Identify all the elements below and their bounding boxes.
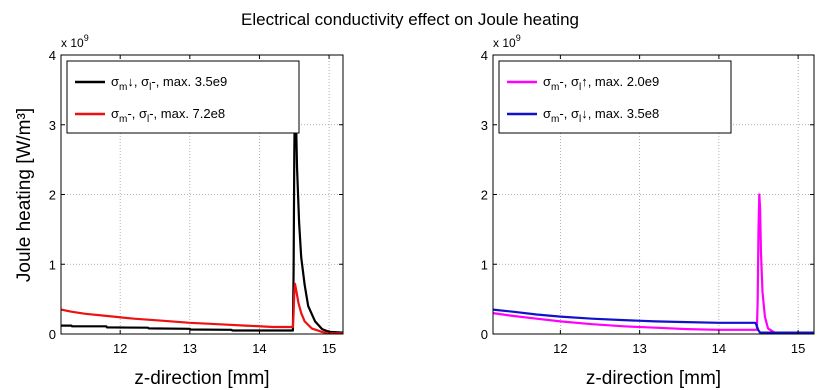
x-tick-label: 13 (183, 341, 197, 356)
multiplier-exponent: 9 (84, 33, 89, 43)
legend-sigma: σ (571, 74, 579, 89)
legend-subscript: l (147, 114, 149, 125)
y-multiplier: x 109 (493, 33, 521, 50)
legend-subscript: l (149, 82, 151, 93)
legend-sigma: σ (111, 74, 119, 89)
x-axis-label: z-direction [mm] (586, 368, 721, 389)
legend-subscript: m (119, 114, 127, 125)
series-line-1 (61, 88, 344, 334)
y-tick-label: 0 (49, 327, 56, 342)
legend-subscript: m (119, 82, 127, 93)
x-tick-label: 15 (322, 341, 336, 356)
legend-subscript: l (579, 114, 581, 125)
y-tick-label: 3 (481, 118, 488, 133)
legend-text: ↑, max. 2.0e9 (581, 74, 659, 89)
x-tick-label: 12 (113, 341, 127, 356)
y-tick-label: 2 (49, 188, 56, 203)
legend-subscript: m (551, 114, 559, 125)
legend-subscript: m (551, 82, 559, 93)
series-line-2 (60, 282, 343, 335)
x-tick-label: 14 (252, 341, 266, 356)
y-tick-label: 2 (481, 188, 488, 203)
series-line-2 (492, 308, 814, 334)
y-tick-label: 4 (481, 48, 488, 63)
legend-entry-2: σm-, σl↓, max. 3.5e8 (543, 106, 659, 125)
legend-entry-1: σm-, σl↑, max. 2.0e9 (543, 74, 659, 93)
legend-subscript: l (579, 82, 581, 93)
legend-text: -, (127, 106, 139, 121)
legend-sigma: σ (543, 106, 551, 121)
multiplier-exponent: 9 (516, 33, 521, 43)
y-tick-label: 1 (49, 257, 56, 272)
legend-sigma: σ (571, 106, 579, 121)
y-tick-label: 1 (481, 257, 488, 272)
x-tick-label: 12 (553, 341, 567, 356)
legend-text: -, (559, 106, 571, 121)
legend-text: ↓, max. 3.5e8 (581, 106, 659, 121)
x-axis-label: z-direction [mm] (134, 368, 269, 389)
x-tick-label: 15 (791, 341, 805, 356)
legend-sigma: σ (141, 74, 149, 89)
legend-sigma: σ (111, 106, 119, 121)
legend-text: -, (559, 74, 571, 89)
legend-entry-2: σm-, σl-, max. 7.2e8 (111, 106, 225, 125)
legend-entry-1: σm↓, σl-, max. 3.5e9 (111, 74, 227, 93)
legend-sigma: σ (543, 74, 551, 89)
y-multiplier: x 109 (61, 33, 89, 50)
y-tick-label: 3 (49, 118, 56, 133)
y-axis-label: Joule heating [W/m³] (14, 108, 35, 282)
legend-sigma: σ (139, 106, 147, 121)
x-tick-label: 14 (712, 341, 726, 356)
y-tick-label: 0 (481, 327, 488, 342)
y-tick-label: 4 (49, 48, 56, 63)
legend-text: -, max. 7.2e8 (149, 106, 225, 121)
x-tick-label: 13 (632, 341, 646, 356)
figure-title: Electrical conductivity effect on Joule … (241, 10, 579, 29)
legend-box (66, 60, 300, 134)
legend-text: -, max. 3.5e9 (151, 74, 227, 89)
multiplier-base: x 10 (493, 36, 516, 50)
multiplier-base: x 10 (61, 36, 84, 50)
series-line-1 (492, 193, 815, 335)
legend-box (498, 60, 732, 134)
legend-text: ↓, (127, 74, 141, 89)
